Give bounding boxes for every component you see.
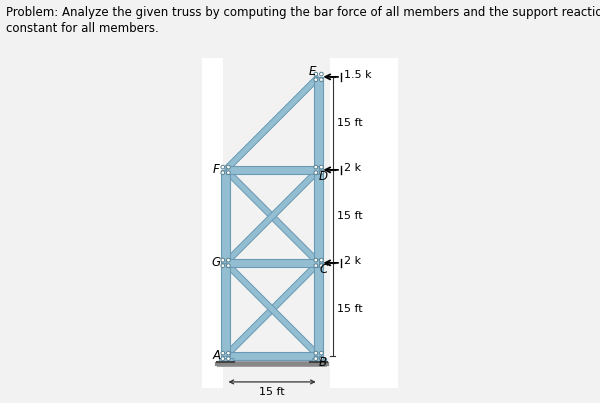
Text: 15 ft: 15 ft <box>337 304 363 314</box>
Polygon shape <box>226 166 319 174</box>
Circle shape <box>227 357 230 361</box>
Text: 15 ft: 15 ft <box>337 118 363 129</box>
Circle shape <box>227 165 230 169</box>
Circle shape <box>221 258 224 262</box>
Text: D: D <box>319 170 328 183</box>
Circle shape <box>314 165 317 169</box>
Circle shape <box>320 357 323 361</box>
Text: F: F <box>213 163 220 177</box>
Circle shape <box>221 171 224 174</box>
Polygon shape <box>223 261 321 358</box>
Text: 2 k: 2 k <box>344 256 361 266</box>
Text: A: A <box>212 349 220 362</box>
Text: Problem: Analyze the given truss by computing the bar force of all members and t: Problem: Analyze the given truss by comp… <box>6 6 600 19</box>
Text: 15 ft: 15 ft <box>259 386 285 397</box>
Text: 2 k: 2 k <box>344 163 361 173</box>
Polygon shape <box>223 261 321 358</box>
Polygon shape <box>314 170 323 263</box>
Polygon shape <box>226 352 319 360</box>
Circle shape <box>320 264 323 268</box>
Polygon shape <box>221 263 230 356</box>
Circle shape <box>314 357 317 361</box>
Circle shape <box>320 351 323 355</box>
Polygon shape <box>314 263 323 356</box>
Text: E: E <box>308 65 316 78</box>
FancyBboxPatch shape <box>311 358 326 362</box>
Text: 1.5 k: 1.5 k <box>344 70 371 80</box>
Circle shape <box>314 72 317 76</box>
Text: G: G <box>212 256 221 269</box>
Polygon shape <box>223 75 321 172</box>
Circle shape <box>320 258 323 262</box>
Circle shape <box>227 258 230 262</box>
Circle shape <box>314 264 317 268</box>
FancyBboxPatch shape <box>330 58 398 388</box>
Polygon shape <box>314 77 323 170</box>
Circle shape <box>314 171 317 174</box>
Polygon shape <box>226 259 319 267</box>
Text: 15 ft: 15 ft <box>337 212 363 221</box>
Circle shape <box>227 171 230 174</box>
Text: constant for all members.: constant for all members. <box>6 22 159 35</box>
Circle shape <box>320 78 323 81</box>
Circle shape <box>320 165 323 169</box>
Circle shape <box>314 78 317 81</box>
Circle shape <box>221 351 224 355</box>
Circle shape <box>320 72 323 76</box>
Text: B: B <box>319 356 326 369</box>
Circle shape <box>221 264 224 268</box>
FancyBboxPatch shape <box>218 358 233 362</box>
Circle shape <box>314 351 317 355</box>
Circle shape <box>221 165 224 169</box>
Polygon shape <box>221 170 230 263</box>
FancyBboxPatch shape <box>202 58 223 388</box>
Circle shape <box>227 351 230 355</box>
Polygon shape <box>223 168 321 265</box>
Polygon shape <box>223 168 321 265</box>
Circle shape <box>221 357 224 361</box>
Text: C: C <box>319 263 328 276</box>
Circle shape <box>227 264 230 268</box>
Circle shape <box>314 258 317 262</box>
Circle shape <box>320 171 323 174</box>
